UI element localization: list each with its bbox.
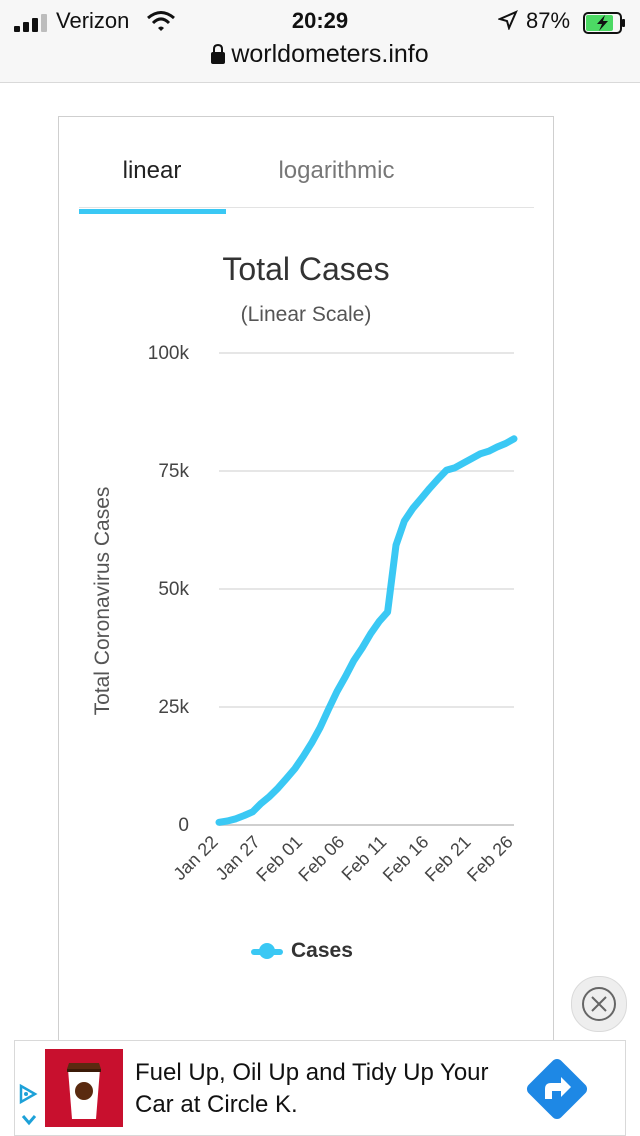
battery-charging-icon: [583, 12, 627, 40]
y-tick-label: 0: [178, 815, 189, 836]
close-ad-button[interactable]: [571, 976, 627, 1032]
wifi-icon: [146, 10, 176, 38]
series-line-cases[interactable]: [215, 435, 518, 826]
close-icon: [582, 987, 616, 1021]
chart-card: linear logarithmic Total Cases (Linear S…: [58, 116, 554, 1057]
x-tick-label: Feb 26: [463, 832, 517, 886]
tab-divider: [79, 207, 534, 208]
ad-banner[interactable]: Fuel Up, Oil Up and Tidy Up Your Car at …: [14, 1040, 626, 1136]
lock-icon: [211, 42, 226, 71]
active-tab-indicator: [79, 209, 226, 214]
signal-icon: [14, 12, 50, 38]
x-tick-label: Jan 22: [169, 832, 221, 884]
chart-subtitle: (Linear Scale): [240, 303, 372, 326]
legend-item-cases[interactable]: Cases: [251, 939, 353, 963]
location-arrow-icon: [497, 10, 518, 36]
clock: 20:29: [291, 8, 349, 33]
carrier-name: Verizon: [56, 8, 130, 33]
chevron-down-icon[interactable]: [21, 1113, 37, 1131]
y-tick-label: 75k: [158, 461, 189, 482]
url-text: worldometers.info: [231, 40, 429, 68]
x-tick-label: Feb 06: [294, 832, 348, 886]
ad-text[interactable]: Fuel Up, Oil Up and Tidy Up Your Car at …: [135, 1059, 489, 1118]
tab-logarithmic[interactable]: logarithmic: [278, 157, 395, 184]
legend-marker: [251, 943, 283, 960]
tab-linear[interactable]: linear: [122, 157, 182, 184]
status-bar: Verizon 20:29 87%: [0, 0, 640, 83]
adchoices-icon[interactable]: [17, 1083, 39, 1110]
y-tick-label: 100k: [147, 343, 189, 364]
legend-label: Cases: [291, 939, 353, 962]
directions-arrow-icon[interactable]: [521, 1053, 593, 1130]
address-bar[interactable]: worldometers.info: [0, 40, 640, 71]
y-tick-label: 25k: [158, 697, 189, 718]
x-tick-label: Feb 21: [421, 832, 475, 886]
chart-title: Total Cases: [222, 251, 390, 287]
x-tick-label: Feb 01: [252, 832, 306, 886]
x-tick-label: Feb 11: [338, 832, 391, 885]
coffee-cup-image: [45, 1049, 123, 1127]
y-tick-label: 50k: [158, 579, 189, 600]
battery-percent: 87%: [526, 8, 571, 33]
x-tick-label: Feb 16: [379, 832, 433, 886]
